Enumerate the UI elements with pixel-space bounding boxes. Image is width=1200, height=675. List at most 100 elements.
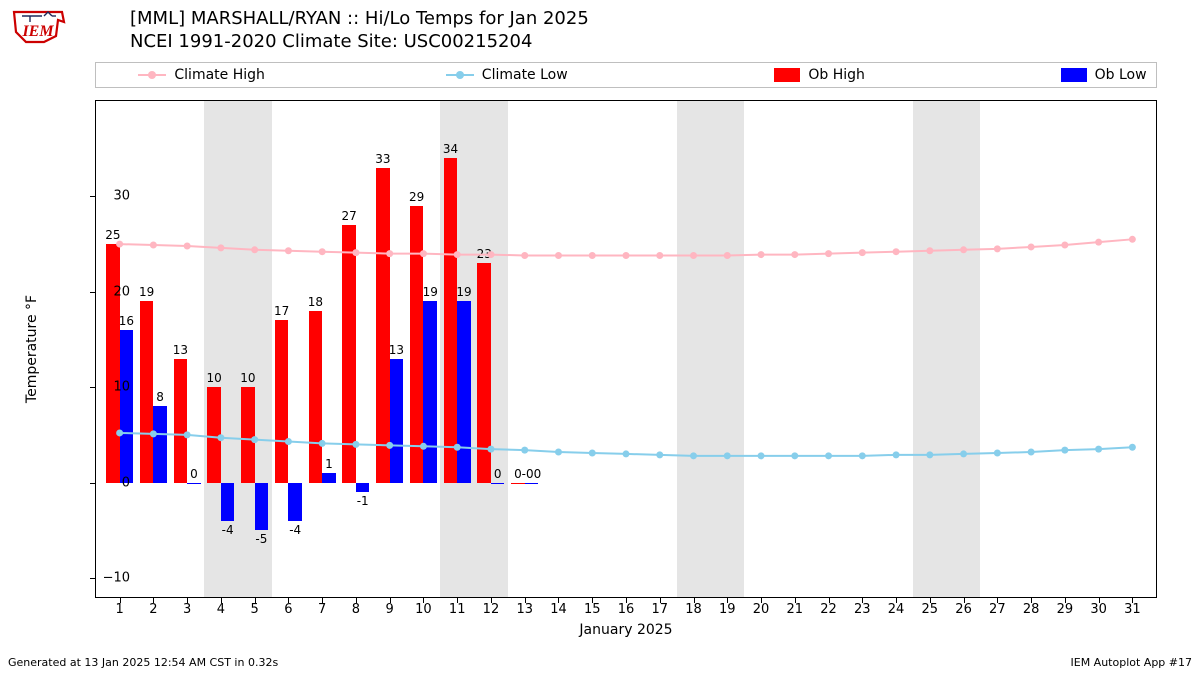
x-tick-label: 18 — [685, 602, 702, 617]
climate-high-marker — [893, 248, 900, 255]
x-tick-label: 25 — [922, 602, 939, 617]
climate-low-marker — [184, 431, 191, 438]
y-axis-label: Temperature °F — [24, 295, 40, 403]
footer-generated: Generated at 13 Jan 2025 12:54 AM CST in… — [8, 656, 278, 669]
x-tick-label: 9 — [386, 602, 394, 617]
iem-logo: IEM — [8, 6, 68, 46]
climate-high-marker — [420, 250, 427, 257]
climate-high-marker — [825, 250, 832, 257]
x-tick-label: 4 — [217, 602, 225, 617]
climate-high-marker — [285, 247, 292, 254]
climate-low-marker — [893, 451, 900, 458]
climate-high-marker — [589, 252, 596, 259]
x-tick-label: 30 — [1090, 602, 1107, 617]
title-line-2: NCEI 1991-2020 Climate Site: USC00215204 — [130, 31, 589, 54]
climate-low-marker — [217, 434, 224, 441]
y-tick-label: 10 — [90, 380, 130, 395]
climate-low-marker — [623, 450, 630, 457]
climate-high-marker — [623, 252, 630, 259]
climate-low-marker — [724, 452, 731, 459]
plot-area: 25191310101718273329342301680-4-5-41-113… — [95, 100, 1157, 598]
climate-low-marker — [521, 447, 528, 454]
x-tick-label: 29 — [1057, 602, 1074, 617]
climate-high-marker — [521, 252, 528, 259]
climate-high-marker — [487, 251, 494, 258]
legend-swatch — [1061, 68, 1087, 82]
y-tick-label: −10 — [90, 570, 130, 585]
climate-low-marker — [285, 438, 292, 445]
climate-high-marker — [1061, 242, 1068, 249]
climate-high-marker — [217, 244, 224, 251]
climate-low-marker — [420, 443, 427, 450]
climate-low-marker — [859, 452, 866, 459]
y-tick-label: 20 — [90, 284, 130, 299]
climate-high-marker — [116, 241, 123, 248]
x-tick-label: 2 — [149, 602, 157, 617]
footer-app: IEM Autoplot App #17 — [1071, 656, 1193, 669]
climate-low-marker — [589, 449, 596, 456]
x-tick-label: 12 — [483, 602, 500, 617]
x-tick-label: 3 — [183, 602, 191, 617]
climate-low-marker — [926, 451, 933, 458]
x-tick-label: 6 — [284, 602, 292, 617]
y-tick-label: 0 — [90, 475, 130, 490]
climate-low-marker — [1129, 444, 1136, 451]
climate-high-marker — [150, 242, 157, 249]
climate-low-marker — [386, 442, 393, 449]
climate-high-marker — [791, 251, 798, 258]
x-tick-label: 11 — [449, 602, 466, 617]
climate-low-marker — [555, 449, 562, 456]
legend-label: Ob Low — [1095, 67, 1147, 83]
climate-high-marker — [960, 246, 967, 253]
x-tick-label: 8 — [352, 602, 360, 617]
climate-low-marker — [352, 441, 359, 448]
legend: Climate HighClimate LowOb HighOb Low — [95, 62, 1157, 88]
climate-high-marker — [656, 252, 663, 259]
climate-high-marker — [690, 252, 697, 259]
climate-high-marker — [1028, 243, 1035, 250]
legend-line-marker — [446, 74, 474, 76]
climate-high-marker — [926, 247, 933, 254]
x-tick-label: 19 — [719, 602, 736, 617]
climate-low-marker — [150, 430, 157, 437]
legend-label: Climate Low — [482, 67, 568, 83]
climate-high-marker — [251, 246, 258, 253]
legend-item: Climate Low — [446, 67, 568, 83]
x-tick-label: 20 — [753, 602, 770, 617]
x-tick-label: 10 — [415, 602, 432, 617]
x-tick-label: 24 — [888, 602, 905, 617]
x-tick-label: 5 — [251, 602, 259, 617]
chart-title: [MML] MARSHALL/RYAN :: Hi/Lo Temps for J… — [130, 8, 589, 53]
x-tick-label: 22 — [820, 602, 837, 617]
climate-low-marker — [1095, 446, 1102, 453]
x-tick-label: 14 — [550, 602, 567, 617]
climate-high-marker — [724, 252, 731, 259]
legend-swatch — [774, 68, 800, 82]
x-tick-label: 23 — [854, 602, 871, 617]
climate-high-marker — [184, 242, 191, 249]
x-tick-label: 27 — [989, 602, 1006, 617]
climate-low-marker — [994, 449, 1001, 456]
legend-label: Ob High — [808, 67, 865, 83]
climate-low-marker — [1028, 449, 1035, 456]
climate-low-marker — [690, 452, 697, 459]
climate-high-marker — [1095, 239, 1102, 246]
climate-low-marker — [319, 440, 326, 447]
climate-low-marker — [487, 446, 494, 453]
climate-high-marker — [758, 251, 765, 258]
climate-low-marker — [656, 451, 663, 458]
climate-low-marker — [454, 444, 461, 451]
x-tick-label: 15 — [584, 602, 601, 617]
x-tick-label: 26 — [955, 602, 972, 617]
x-axis-label: January 2025 — [579, 622, 672, 638]
x-tick-label: 21 — [787, 602, 804, 617]
climate-low-marker — [116, 429, 123, 436]
climate-high-marker — [555, 252, 562, 259]
title-line-1: [MML] MARSHALL/RYAN :: Hi/Lo Temps for J… — [130, 8, 589, 31]
climate-low-marker — [791, 452, 798, 459]
climate-high-marker — [454, 251, 461, 258]
x-tick-label: 28 — [1023, 602, 1040, 617]
x-tick-label: 31 — [1124, 602, 1141, 617]
climate-low-marker — [960, 450, 967, 457]
climate-high-marker — [1129, 236, 1136, 243]
